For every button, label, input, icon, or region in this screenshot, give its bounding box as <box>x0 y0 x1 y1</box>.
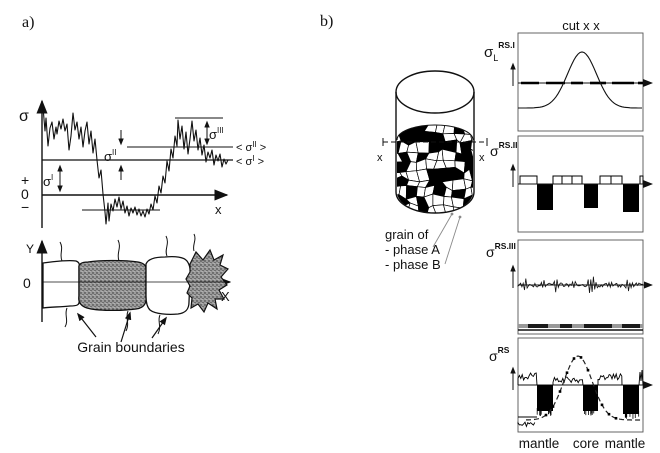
plots-title: cut x x <box>562 18 600 33</box>
grain-zero-label: 0 <box>23 275 31 291</box>
leader-mark-1 <box>450 212 454 216</box>
ann-sigma-II: σII <box>104 148 116 164</box>
mean-sigma-II-label: < σII > <box>236 140 266 154</box>
plot-rs1-curve <box>518 51 642 109</box>
grain-3 <box>145 255 192 316</box>
legend-leader-2 <box>444 216 461 265</box>
mosaic-top-arc <box>396 124 474 141</box>
plot-rs3-label: σRS.III <box>486 241 516 260</box>
grain-mosaic <box>397 125 473 213</box>
panel-b-label: b) <box>320 13 333 30</box>
zone-footer: mantle core mantle <box>519 436 646 451</box>
grain-boundaries-caption: Grain boundaries <box>77 339 184 355</box>
ann-sigma-III: σIII <box>209 126 224 142</box>
cut-label-left: x <box>377 152 383 164</box>
grain-legend-line-2: - phase A <box>385 242 440 257</box>
leader-mark-2 <box>458 215 462 219</box>
plot-rs3-box <box>517 239 644 335</box>
grain-legend-line-3: - phase B <box>385 257 441 272</box>
grain-legend-line-1: grain of <box>385 227 429 242</box>
caption-arrows <box>76 311 167 343</box>
panel-a-label: a) <box>22 14 34 31</box>
plot-rs-total-content <box>517 355 644 428</box>
sigma-axis-label: σ <box>19 108 29 125</box>
plot-rs1: σLRS.I <box>484 32 653 132</box>
plot-rs-total-label: σRS <box>489 345 510 364</box>
specimen-cylinder: x x grain of - phase A - phase B <box>377 70 488 272</box>
mean-sigma-I-label: < σI > <box>236 154 264 168</box>
stress-x-axis-label: x <box>215 202 222 217</box>
zone-label-mantle-left: mantle <box>519 436 560 451</box>
cylinder-top <box>395 70 475 114</box>
plots-column: cut x x σLRS.I σRS.II <box>484 18 653 451</box>
grain-x-axis-label: X <box>221 289 230 304</box>
plot-rs2-label: σRS.II <box>490 140 518 159</box>
plot-rs3-strip <box>518 324 643 328</box>
plot-rs-total: σRS <box>489 337 653 433</box>
plot-rs1-label: σLRS.I <box>484 40 515 63</box>
plus-sign: + <box>21 172 29 188</box>
zone-label-core: core <box>573 436 599 451</box>
minus-sign: − <box>21 199 29 215</box>
zero-sign: 0 <box>21 186 29 202</box>
ann-sigma-I: σI <box>43 173 53 189</box>
stress-curve <box>42 106 229 225</box>
plot-rs2-bars <box>519 175 644 212</box>
plot-rs3: σRS.III <box>486 239 653 335</box>
panel-a: a) σ x + 0 − σI σII σI <box>19 14 266 355</box>
cut-label-right: x <box>479 152 485 164</box>
cylinder-bottom-arc <box>395 191 475 214</box>
stress-plot: σ x + 0 − σI σII σIII < σII > <box>19 99 266 228</box>
grain-y-axis-label: Y <box>26 242 34 256</box>
plot-rs2: σRS.II <box>490 135 653 233</box>
grain-1 <box>42 259 81 309</box>
plot-rs3-noise <box>517 276 643 293</box>
zone-label-mantle-right: mantle <box>605 436 646 451</box>
grain-2-stippled <box>78 259 147 312</box>
legend-leader-1 <box>432 213 453 248</box>
grain-diagram: Y 0 X Grain boundari <box>23 233 232 355</box>
panel-b: b) x x grain of - phase A - phase B cut … <box>320 13 653 451</box>
grain-4-stippled <box>185 248 229 314</box>
